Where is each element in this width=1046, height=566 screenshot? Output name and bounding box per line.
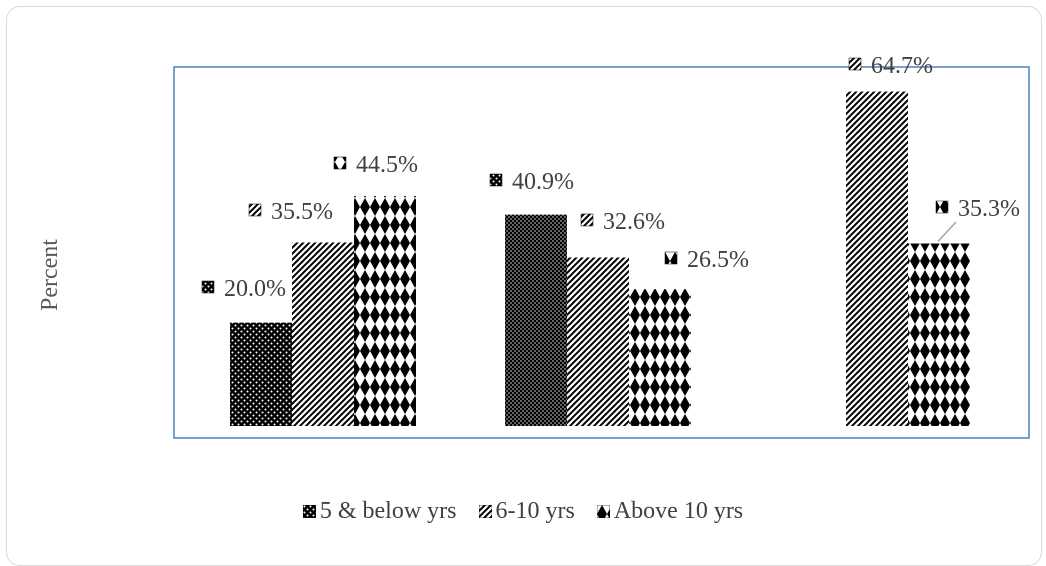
legend-swatch-icon — [478, 505, 492, 518]
bar-6-10-yrs-group-3 — [846, 91, 908, 426]
bar-above-10-yrs-group-1 — [354, 195, 416, 426]
data-label: 26.5% — [687, 247, 749, 273]
data-label-key-icon — [664, 251, 678, 265]
data-label: 64.7% — [871, 53, 933, 79]
legend-item: 6-10 yrs — [478, 498, 575, 525]
data-label: 40.9% — [512, 169, 574, 195]
legend-swatch-icon — [596, 505, 610, 518]
leader-line — [937, 221, 957, 243]
data-label: 35.5% — [271, 199, 333, 225]
bar-above-10-yrs-group-3 — [908, 243, 970, 426]
legend-label: 5 & below yrs — [319, 498, 457, 524]
legend-item: Above 10 yrs — [596, 498, 744, 525]
bars-layer — [230, 91, 970, 426]
data-label-key-icon — [935, 200, 949, 214]
y-axis-label: Percent — [37, 239, 63, 311]
bar-6-10-yrs-group-2 — [567, 257, 629, 426]
bar-above-10-yrs-group-2 — [629, 289, 691, 426]
bar-5-below-yrs-group-2 — [505, 214, 567, 426]
data-label: 44.5% — [356, 152, 418, 178]
data-label-key-icon — [580, 213, 594, 227]
legend: 5 & below yrs 6-10 yrs Above 10 yrs — [0, 498, 1046, 525]
bar-5-below-yrs-group-1 — [230, 322, 292, 426]
data-labels-layer: 20.0% 40.9% 35.5% 32.6% 64.7% 44.5% 26.5% 35.3% — [201, 53, 1020, 302]
data-label-key-icon — [489, 173, 503, 187]
data-label: 20.0% — [224, 276, 286, 302]
legend-item: 5 & below yrs — [302, 498, 457, 525]
chart-canvas: Percent 20.0% 40.9% 35.5% 32.6% 64.7% 44.5% 26… — [37, 53, 1030, 439]
data-label: 32.6% — [603, 209, 665, 235]
legend-swatch-icon — [302, 505, 316, 518]
plot-area — [173, 66, 1030, 439]
legend-label: 6-10 yrs — [495, 498, 575, 524]
data-label-key-icon — [201, 280, 215, 294]
data-label-key-icon — [248, 203, 262, 217]
data-label-key-icon — [333, 156, 347, 170]
data-label: 35.3% — [958, 196, 1020, 222]
legend-label: Above 10 yrs — [613, 498, 744, 524]
bar-6-10-yrs-group-1 — [292, 242, 354, 426]
data-label-key-icon — [848, 57, 862, 71]
